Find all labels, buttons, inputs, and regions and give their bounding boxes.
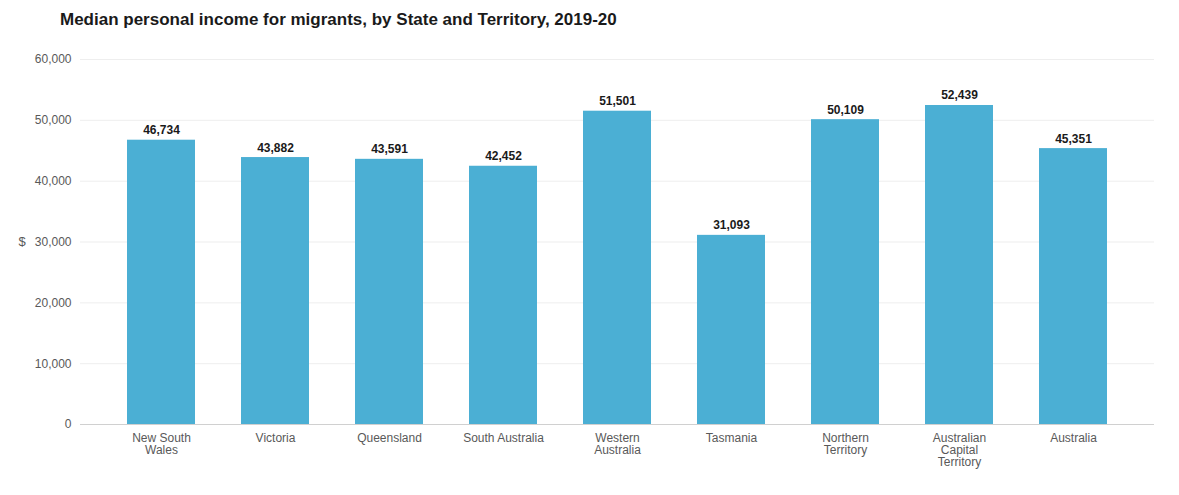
svg-text:46,734: 46,734 xyxy=(143,123,180,137)
svg-text:Victoria: Victoria xyxy=(256,431,296,445)
svg-text:50,000: 50,000 xyxy=(35,113,72,127)
svg-text:$: $ xyxy=(19,234,27,249)
svg-text:43,591: 43,591 xyxy=(371,142,408,156)
svg-text:NorthernTerritory: NorthernTerritory xyxy=(822,431,869,457)
svg-text:New SouthWales: New SouthWales xyxy=(132,431,191,457)
svg-text:Tasmania: Tasmania xyxy=(706,431,758,445)
svg-text:51,501: 51,501 xyxy=(599,94,636,108)
svg-text:60,000: 60,000 xyxy=(35,52,72,66)
svg-text:52,439: 52,439 xyxy=(941,88,978,102)
svg-text:10,000: 10,000 xyxy=(35,357,72,371)
svg-text:50,109: 50,109 xyxy=(827,103,864,117)
svg-text:AustralianCapitalTerritory: AustralianCapitalTerritory xyxy=(933,431,986,469)
svg-text:40,000: 40,000 xyxy=(35,174,72,188)
svg-text:WesternAustralia: WesternAustralia xyxy=(594,431,641,457)
html-text:Median personal income for mig: Median personal income for migrants, by … xyxy=(60,10,617,29)
svg-text:30,000: 30,000 xyxy=(35,235,72,249)
svg-text:45,351: 45,351 xyxy=(1055,132,1092,146)
svg-text:0: 0 xyxy=(65,417,72,431)
svg-text:43,882: 43,882 xyxy=(257,141,294,155)
svg-text:South Australia: South Australia xyxy=(463,431,544,445)
svg-text:Australia: Australia xyxy=(1050,431,1097,445)
svg-text:31,093: 31,093 xyxy=(713,218,750,232)
svg-text:20,000: 20,000 xyxy=(35,296,72,310)
svg-text:42,452: 42,452 xyxy=(485,149,522,163)
svg-text:Queensland: Queensland xyxy=(357,431,422,445)
